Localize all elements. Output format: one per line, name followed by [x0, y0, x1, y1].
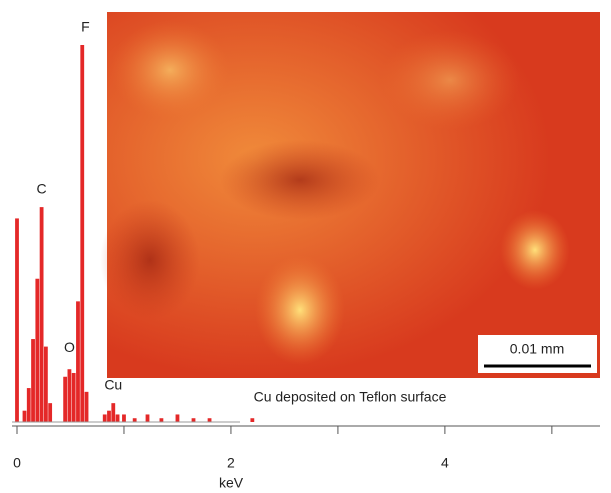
bar	[160, 418, 164, 422]
bar	[111, 403, 115, 422]
bar	[44, 347, 48, 422]
x-tick-label: 4	[441, 455, 449, 471]
bar	[40, 207, 44, 422]
bar	[133, 418, 137, 422]
bar	[122, 414, 126, 422]
micrograph	[100, 12, 600, 378]
bar	[68, 369, 72, 422]
caption: Cu deposited on Teflon surface	[254, 389, 447, 405]
bar	[116, 414, 120, 422]
bar	[63, 377, 67, 422]
bar	[76, 301, 80, 422]
bar	[72, 373, 76, 422]
peak-label: F	[81, 18, 90, 34]
bar	[31, 339, 35, 422]
chart: 0.01 mm Cu deposited on Teflon surface k…	[0, 0, 611, 493]
bar	[27, 388, 31, 422]
x-axis-label: keV	[219, 475, 244, 491]
bar	[48, 403, 52, 422]
bar	[85, 392, 89, 422]
bar	[80, 45, 84, 422]
peak-label: O	[64, 339, 75, 355]
bar	[23, 411, 27, 422]
bar	[35, 279, 39, 422]
bar	[15, 218, 19, 422]
x-tick-label: 0	[13, 455, 21, 471]
bar	[107, 411, 111, 422]
bar	[250, 418, 254, 422]
bar	[103, 414, 107, 422]
peak-label: Cu	[104, 377, 122, 393]
scale-bar-label: 0.01 mm	[510, 341, 564, 357]
bar	[192, 418, 196, 422]
bar	[176, 414, 180, 422]
bar	[146, 414, 150, 422]
bar	[208, 418, 212, 422]
x-tick-label: 2	[227, 455, 235, 471]
peak-label: C	[37, 181, 47, 197]
